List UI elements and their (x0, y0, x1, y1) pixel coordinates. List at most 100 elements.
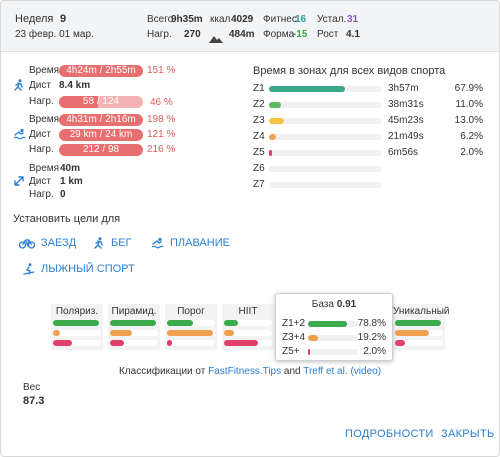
kcal-value: 4029 (231, 14, 254, 25)
classification-card[interactable]: Порог (165, 304, 217, 350)
zone-bar-fill (269, 150, 272, 156)
base-row-track (308, 349, 358, 355)
weight-label: Вес (23, 382, 41, 393)
goal-run-button[interactable]: БЕГ (93, 237, 132, 249)
swim-time-pill: 4h31m / 2h16m (59, 114, 143, 126)
swim-dist-label: Дист (29, 129, 51, 140)
run-load-fill (59, 96, 98, 108)
classification-card-bar-track (395, 340, 443, 346)
zone-bar-fill (269, 134, 276, 140)
fitness-value: 16 (295, 14, 307, 25)
classification-card-bar-track (224, 320, 272, 326)
classification-card-bar (395, 330, 429, 336)
classification-card-label: Уникальный (393, 306, 450, 317)
classification-card-bar-track (167, 330, 215, 336)
goal-ski-button[interactable]: ЛЫЖНЫЙ СПОРТ (23, 263, 135, 275)
swim-load-label: Нагр. (29, 144, 54, 155)
classification-card-bar (53, 320, 99, 326)
classification-card-bar-track (110, 330, 158, 336)
swim-dist-pct: 121 % (147, 129, 176, 140)
run-dist-label: Дист (29, 80, 51, 91)
run-load-pct: 46 % (150, 97, 173, 108)
zone-label: Z4 (253, 131, 265, 142)
base-row-bar (308, 321, 348, 327)
zone-pct: 67.9% (454, 83, 483, 94)
run-time-pct: 151 % (147, 65, 176, 76)
classification-card-bar (110, 340, 125, 346)
zone-label: Z6 (253, 163, 265, 174)
video-link[interactable]: (video) (350, 366, 382, 377)
zone-time: 6m56s (388, 147, 419, 158)
zone-pct: 2.0% (460, 147, 483, 158)
fitness-label: Фитнес (263, 14, 297, 25)
zone-label: Z5 (253, 147, 265, 158)
treff-link[interactable]: Treff et al. (303, 366, 348, 377)
goal-swim-button[interactable]: ПЛАВАНИЕ (151, 237, 230, 249)
classification-card[interactable]: Уникальный (393, 304, 450, 350)
run-load-text: 58 / 124 (82, 96, 120, 107)
classification-card-bar-track (53, 340, 101, 346)
other-dist-value: 1 km (60, 176, 83, 187)
base-row-label: Z3+4 (282, 332, 306, 343)
classification-card-bar-track (395, 330, 443, 336)
other-time-value: 40m (60, 163, 81, 174)
run-dist-value: 8.4 km (59, 80, 91, 91)
goal-ride-button[interactable]: ЗАЕЗД (18, 237, 76, 249)
zone-bar-track (269, 86, 381, 92)
classification-card-bar (224, 330, 234, 336)
other-load-label: Нагр. (29, 189, 54, 200)
ramp-value: 4.1 (346, 29, 360, 40)
zone-pct: 6.2% (460, 131, 483, 142)
other-load-value: 0 (60, 189, 66, 200)
base-row-track (308, 335, 358, 341)
classification-card-bar-track (53, 330, 101, 336)
base-popup: База 0.91 Z1+2 78.8% Z3+4 19.2% Z5+ 2.0% (275, 293, 393, 361)
classification-card-label: Пирамид. (111, 306, 157, 317)
week-header: Неделя 9 23 февр. 01 мар. Всего 9h35m На… (1, 1, 499, 52)
zone-pct: 13.0% (454, 115, 483, 126)
classification-card-bar-track (167, 340, 215, 346)
other-time-label: Время (29, 163, 60, 174)
zone-bar-track (269, 102, 381, 108)
classification-card[interactable]: HIIT (222, 304, 274, 350)
classification-card-bar (167, 320, 194, 326)
zones-title: Время в зонах для всех видов спорта (253, 65, 446, 77)
other-sport-icon (13, 174, 25, 192)
base-row-bar (308, 349, 310, 355)
weight-value: 87.3 (23, 395, 45, 407)
run-time-pill: 4h24m / 2h55m (59, 65, 143, 77)
total-label: Всего (147, 14, 174, 25)
classification-card[interactable]: Поляриз. (51, 304, 103, 350)
details-button[interactable]: ПОДРОБНОСТИ (345, 428, 434, 440)
zone-pct: 11.0% (455, 99, 483, 110)
base-row-bar (308, 335, 318, 341)
classification-card-bar-track (167, 320, 215, 326)
base-row-pct: 19.2% (357, 332, 386, 343)
ramp-label: Рост (317, 29, 339, 40)
goal-run-label: БЕГ (111, 237, 132, 249)
classification-card-bar-track (110, 320, 158, 326)
close-button[interactable]: ЗАКРЫТЬ (441, 428, 495, 440)
run-icon (94, 237, 103, 249)
mountain-icon (209, 30, 223, 48)
fatigue-value: 31 (347, 14, 359, 25)
zone-bar-track (269, 118, 381, 124)
classification-card[interactable]: Пирамид. (108, 304, 160, 350)
run-icon (13, 78, 25, 96)
run-load-pill: 58 / 124 (59, 96, 143, 108)
fastfitness-link[interactable]: FastFitness.Tips (208, 366, 282, 377)
run-load-label: Нагр. (29, 96, 54, 107)
credit-and: and (283, 366, 301, 377)
zone-time: 3h57m (388, 83, 419, 94)
zone-label: Z7 (253, 179, 265, 190)
zone-bar-fill (269, 102, 282, 108)
base-row-label: Z1+2 (282, 318, 306, 329)
load-label: Нагр. (147, 29, 172, 40)
zone-bar-track (269, 182, 381, 188)
classification-card-bar-track (110, 340, 158, 346)
classification-card-bar (224, 340, 258, 346)
zone-time: 21m49s (388, 131, 424, 142)
other-dist-label: Дист (29, 176, 51, 187)
swim-load-pct: 216 % (147, 144, 176, 155)
